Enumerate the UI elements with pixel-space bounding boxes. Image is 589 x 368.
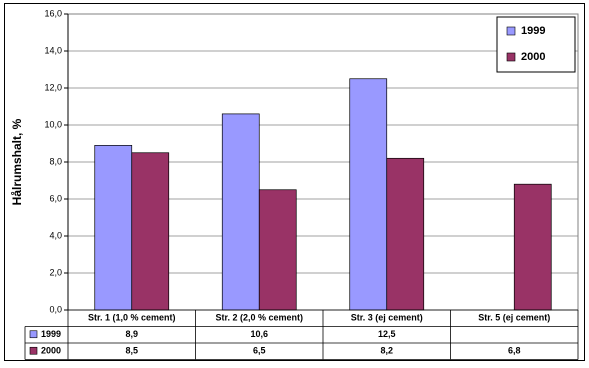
y-tick-label: 10,0 [44,119,62,129]
y-tick-label: 12,0 [44,82,62,92]
table-legend-key [29,346,38,355]
bar [349,78,388,311]
table-value: 12,5 [378,329,396,339]
x-tick-label: Str. 5 (ej cement) [478,313,550,323]
table-value: 10,6 [250,329,268,339]
x-tick-label: Str. 3 (ej cement) [351,313,423,323]
legend-label: 1999 [521,25,545,37]
y-tick-label: 2,0 [49,267,62,277]
bar [221,113,260,311]
bar [386,157,425,311]
bar [131,152,170,311]
legend-box [496,16,576,73]
table-value: 6,5 [253,346,266,356]
y-tick-label: 0,0 [49,304,62,314]
y-tick-label: 4,0 [49,230,62,240]
table-series-name: 1999 [41,329,61,339]
y-tick-label: 14,0 [44,45,62,55]
y-tick-label: 6,0 [49,193,62,203]
x-tick-label: Str. 2 (2,0 % cement) [215,313,303,323]
table-legend-key [29,330,38,339]
table-value: 6,8 [508,346,521,356]
table-value: 8,9 [125,329,138,339]
legend-key [506,52,516,62]
x-tick-label: Str. 1 (1,0 % cement) [88,313,176,323]
table-series-name: 2000 [41,346,61,356]
y-tick-label: 8,0 [49,156,62,166]
bar [513,183,552,311]
legend-key [506,26,516,36]
table-value: 8,5 [125,346,138,356]
table-value: 8,2 [380,346,393,356]
bar [94,145,133,311]
bar [258,189,297,311]
y-tick-label: 16,0 [44,8,62,18]
y-axis-label: Hålrumshalt, % [10,118,24,205]
legend-label: 2000 [521,51,545,63]
